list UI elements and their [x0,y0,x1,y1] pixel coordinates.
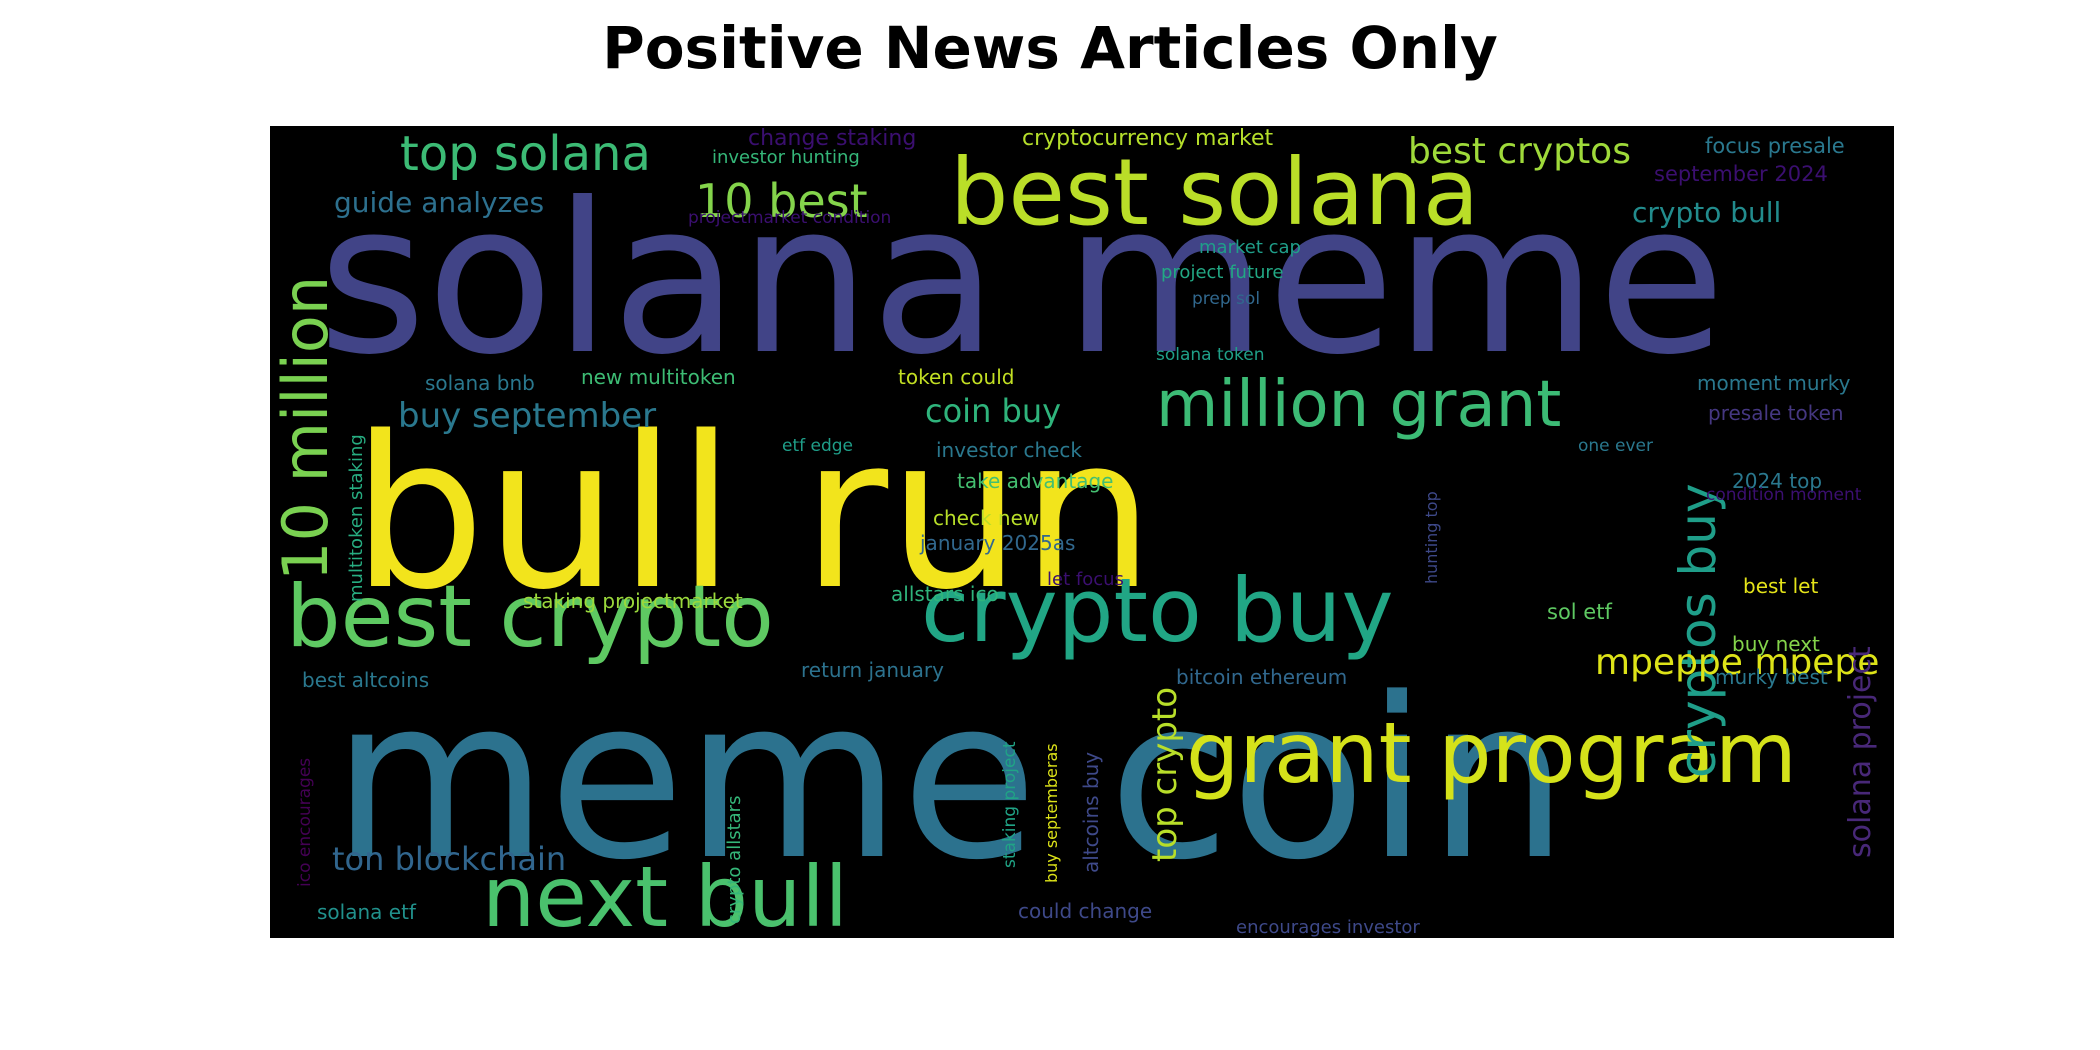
cloud-word-buy-next: buy next [1732,632,1820,656]
cloud-word-change-staking: change staking [748,126,916,151]
word-cloud-panel: solana meme bull run meme coin best solana c… [270,126,1894,938]
cloud-word-best-solana: best solana [950,139,1479,246]
cloud-word-bitcoin-ethereum: bitcoin ethereum [1176,665,1347,689]
cloud-word-10-million: 10 million [270,276,342,581]
cloud-word-altcoins-buy: altcoins buy [1079,752,1103,873]
cloud-word-multitoken-staking: multitoken staking [346,434,367,602]
cloud-word-project-future: project future [1161,262,1283,283]
cloud-word-check-new: check new [933,506,1039,530]
cloud-word-ico-encourages: ico encourages [295,758,315,887]
cloud-word-murky-best: murky best [1715,665,1828,689]
cloud-word-solana-token: solana token [1156,345,1265,365]
cloud-word-september-2024: september 2024 [1654,162,1828,186]
cloud-word-solana-etf: solana etf [317,900,417,924]
cloud-word-prep-sol: prep sol [1192,289,1260,309]
cloud-word-return-january: return january [801,658,944,682]
cloud-word-mpeppe-mpepe: mpeppe mpepe [1595,642,1879,683]
cloud-word-presale-token: presale token [1708,401,1844,425]
cloud-word-best-cryptos: best cryptos [1408,131,1631,172]
cloud-word-staking-project: staking project [1000,741,1020,868]
cloud-word-grant-program: grant program [1186,704,1797,802]
cloud-word-buy-septemberas: buy septemberas [1042,743,1061,883]
cloud-word-new-multitoken: new multitoken [581,365,736,389]
cloud-word-market-cap: market cap [1199,237,1301,258]
cloud-word-bull-run: bull run [352,391,1154,636]
cloud-word-investor-check: investor check [936,438,1082,462]
cloud-word-ton-blockchain: ton blockchain [332,840,566,878]
cloud-word-10-best: 10 best [695,174,868,228]
cloud-word-condition-moment: condition moment [1706,485,1862,505]
cloud-word-sol-etf: sol etf [1547,600,1612,624]
cloud-word-moment-murky: moment murky [1697,371,1851,395]
cloud-word-solana-meme: solana meme [318,159,1725,401]
cloud-word-solana-bnb: solana bnb [425,371,535,395]
cloud-word-solana-project: solana project [1843,646,1878,858]
cloud-word-allstars-ico: allstars ico [891,582,999,606]
cloud-word-top-crypto: top crypto [1145,687,1185,862]
cloud-word-projectmarket-condition: projectmarket condition [688,208,891,228]
cloud-word-focus-presale: focus presale [1705,134,1845,158]
cloud-word-best-let: best let [1743,574,1818,598]
cloud-word-best-crypto: best crypto [286,567,774,667]
chart-title: Positive News Articles Only [602,14,1498,82]
cloud-word-meme-coin: meme coin [332,651,1569,909]
cloud-word-cryptocurrency-market: cryptocurrency market [1022,126,1274,151]
cloud-word-etf-edge: etf edge [782,436,853,456]
cloud-word-next-bull: next bull [482,848,848,938]
cloud-word-let-focus: let focus [1047,569,1124,590]
cloud-word-one-ever: one ever [1578,436,1653,456]
cloud-word-best-altcoins: best altcoins [302,668,429,692]
cloud-word-million-grant: million grant [1156,368,1561,442]
cloud-word-token-could: token could [898,365,1014,389]
cloud-word-buy-september: buy september [398,396,656,436]
cloud-word-take-advantage: take advantage [957,469,1113,493]
cloud-word-encourages-investor: encourages investor [1236,917,1420,938]
cloud-word-january-2025as: january 2025as [919,531,1075,555]
cloud-word-crypto-bull: crypto bull [1632,196,1781,229]
cloud-word-cryptos-buy: cryptos buy [1669,483,1727,778]
cloud-word-guide-analyzes: guide analyzes [334,186,544,219]
cloud-word-staking-projectmarket: staking projectmarket [523,589,743,613]
cloud-word-2024-top: 2024 top [1732,469,1822,493]
cloud-word-crypto-buy: crypto buy [921,559,1394,662]
cloud-word-could-change: could change [1018,899,1152,923]
cloud-word-top-solana: top solana [400,126,651,182]
cloud-word-hunting-top: hunting top [1422,491,1441,584]
cloud-word-coin-buy: coin buy [925,392,1061,430]
cloud-word-crypto-allstars: crypto allstars [724,796,745,924]
cloud-word-investor-hunting: investor hunting [712,147,860,168]
